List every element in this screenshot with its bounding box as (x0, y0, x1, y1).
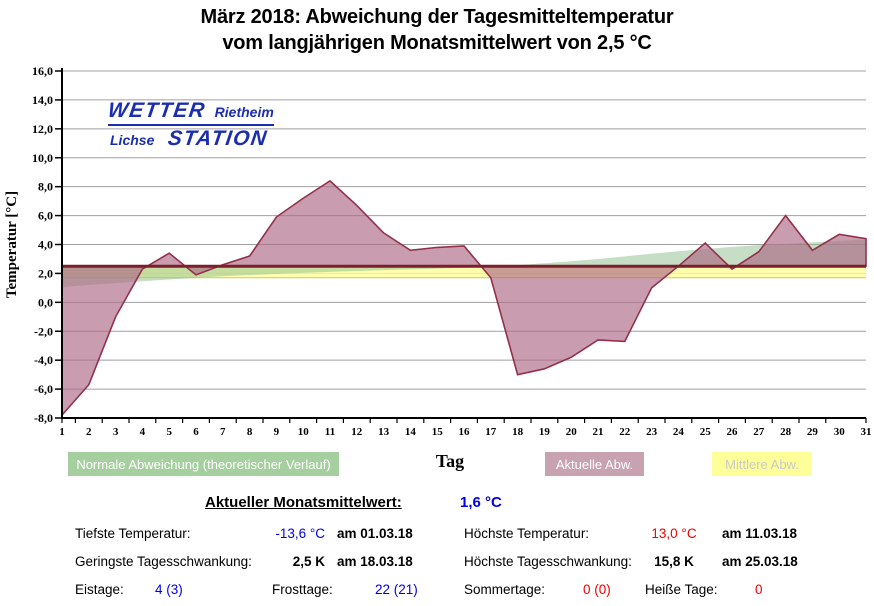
x-axis-title: Tag (435, 451, 465, 471)
svg-text:29: 29 (807, 426, 819, 438)
svg-text:28: 28 (780, 426, 792, 438)
chart-title: März 2018: Abweichung der Tagesmitteltem… (0, 4, 874, 56)
highest-temp-label: Höchste Temperatur: (464, 526, 590, 541)
smallest-range-value: 2,5 K (292, 554, 325, 569)
svg-text:17: 17 (485, 426, 497, 438)
summer-days-label: Sommertage: (464, 582, 546, 597)
svg-text:0,0: 0,0 (38, 295, 53, 309)
svg-text:31: 31 (861, 426, 872, 438)
svg-text:4,0: 4,0 (38, 238, 53, 252)
smallest-range-label: Geringste Tagesschwankung: (75, 554, 252, 569)
ice-days-value: 4 (3) (155, 582, 183, 597)
logo-line1: WETTER Rietheim (106, 99, 274, 126)
svg-text:27: 27 (753, 426, 765, 438)
svg-text:12: 12 (351, 426, 363, 438)
svg-text:14,0: 14,0 (32, 93, 53, 107)
svg-text:-6,0: -6,0 (34, 382, 53, 396)
monthly-mean-value: 1,6 °C (460, 494, 502, 511)
largest-range-date: am 25.03.18 (722, 554, 798, 569)
logo-rietheim: Rietheim (214, 104, 274, 120)
svg-text:20: 20 (566, 426, 578, 438)
svg-text:21: 21 (593, 426, 604, 438)
largest-range-label: Höchste Tagesschwankung: (464, 554, 632, 569)
svg-text:23: 23 (646, 426, 658, 438)
logo-line2: Lichse STATION (108, 127, 274, 151)
legend-mean-deviation: Mittlere Abw. (712, 452, 812, 476)
frost-days-value: 22 (21) (375, 582, 418, 597)
svg-text:16,0: 16,0 (32, 64, 53, 78)
monthly-mean-label: Aktueller Monatsmittelwert: (205, 494, 402, 511)
svg-text:7: 7 (220, 426, 226, 438)
logo-station: STATION (166, 127, 270, 150)
svg-text:-8,0: -8,0 (34, 411, 53, 425)
lowest-temp-label: Tiefste Temperatur: (75, 526, 191, 541)
svg-text:22: 22 (619, 426, 631, 438)
hot-days-value: 0 (755, 582, 763, 597)
largest-range-value: 15,8 K (654, 554, 694, 569)
svg-text:8: 8 (247, 426, 253, 438)
svg-text:16: 16 (459, 426, 471, 438)
smallest-range-date: am 18.03.18 (337, 554, 413, 569)
svg-text:Temperatur [°C]: Temperatur [°C] (4, 191, 20, 298)
svg-text:3: 3 (113, 426, 119, 438)
legend-actual-deviation: Aktuelle Abw. (545, 452, 644, 476)
svg-text:8,0: 8,0 (38, 180, 53, 194)
svg-text:14: 14 (405, 426, 417, 438)
svg-text:6: 6 (193, 426, 199, 438)
svg-text:9: 9 (274, 426, 280, 438)
svg-text:24: 24 (673, 426, 685, 438)
lowest-temp-date: am 01.03.18 (337, 526, 413, 541)
svg-text:5: 5 (166, 426, 172, 438)
svg-text:11: 11 (325, 426, 335, 438)
svg-text:25: 25 (700, 426, 712, 438)
highest-temp-date: am 11.03.18 (722, 526, 798, 541)
highest-temp-value: 13,0 °C (651, 526, 697, 541)
svg-text:10: 10 (298, 426, 310, 438)
logo-wetter: WETTER (106, 99, 208, 122)
svg-text:6,0: 6,0 (38, 209, 53, 223)
svg-text:12,0: 12,0 (32, 122, 53, 136)
svg-text:10,0: 10,0 (32, 151, 53, 165)
svg-text:18: 18 (512, 426, 524, 438)
logo-lichse: Lichse (110, 132, 155, 148)
svg-text:15: 15 (432, 426, 444, 438)
temperature-deviation-chart: 16,0 14,0 12,0 10,0 8,0 6,0 4,0 2,0 0,0 -2,0 -4,0 -… (4, 64, 872, 438)
chart-title-line2: vom langjährigen Monatsmittelwert von 2,… (222, 32, 652, 54)
frost-days-label: Frosttage: (272, 582, 333, 597)
svg-text:2: 2 (86, 426, 92, 438)
hot-days-label: Heiße Tage: (645, 582, 718, 597)
svg-text:30: 30 (834, 426, 846, 438)
svg-text:2,0: 2,0 (38, 266, 53, 280)
svg-text:1: 1 (59, 426, 65, 438)
svg-text:19: 19 (539, 426, 551, 438)
chart-title-line1: März 2018: Abweichung der Tagesmitteltem… (200, 6, 674, 28)
svg-text:26: 26 (727, 426, 739, 438)
station-logo: WETTER Rietheim Lichse STATION (106, 99, 274, 151)
svg-text:-4,0: -4,0 (34, 353, 53, 367)
svg-text:13: 13 (378, 426, 390, 438)
legend-normal-deviation: Normale Abweichung (theoretischer Verlau… (68, 452, 339, 476)
svg-text:4: 4 (140, 426, 146, 438)
lowest-temp-value: -13,6 °C (275, 526, 325, 541)
summer-days-value: 0 (0) (583, 582, 611, 597)
ice-days-label: Eistage: (75, 582, 124, 597)
svg-text:-2,0: -2,0 (34, 324, 53, 338)
